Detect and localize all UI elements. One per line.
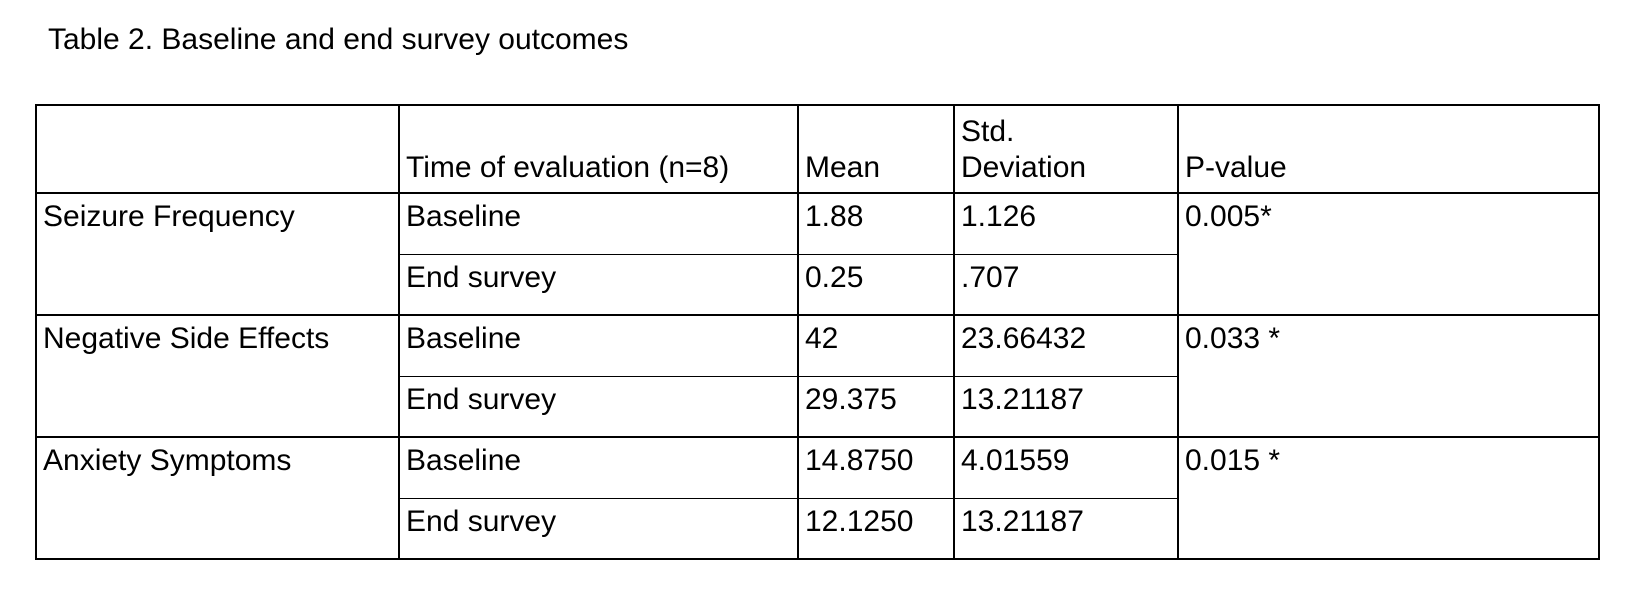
mean-cell: 29.375: [797, 375, 955, 438]
table-caption: Table 2. Baseline and end survey outcome…: [48, 23, 629, 56]
row-label-anxiety-symptoms: Anxiety Symptoms: [35, 436, 400, 560]
p-value-cell: 0.015 *: [1177, 436, 1600, 560]
col-header-p-value: P-value: [1177, 104, 1600, 194]
std-cell: .707: [953, 253, 1179, 316]
mean-cell: 12.1250: [797, 497, 955, 560]
std-cell: 23.66432: [953, 314, 1179, 377]
mean-cell: 42: [797, 314, 955, 377]
table-row: Anxiety Symptoms Baseline 14.8750 4.0155…: [35, 436, 1600, 560]
table-row: End survey 0.25 .707: [36, 253, 1599, 316]
table-row: Seizure Frequency Baseline 1.88 1.126 0.…: [35, 192, 1600, 316]
mean-cell: 14.8750: [797, 436, 955, 499]
p-value-cell: 0.005*: [1177, 192, 1600, 316]
mean-cell: 1.88: [797, 192, 955, 255]
row-label-negative-side-effects: Negative Side Effects: [35, 314, 400, 438]
table-row: End survey 29.375 13.21187: [36, 375, 1599, 438]
time-cell: End survey: [398, 375, 799, 438]
table-row: Negative Side Effects Baseline 42 23.664…: [35, 314, 1600, 438]
mean-cell: 0.25: [797, 253, 955, 316]
time-cell: Baseline: [398, 314, 799, 377]
col-header-mean: Mean: [797, 104, 955, 194]
std-cell: 4.01559: [953, 436, 1179, 499]
header-row: Time of evaluation (n=8) Mean Std. Devia…: [35, 104, 1600, 194]
outcomes-table: Time of evaluation (n=8) Mean Std. Devia…: [35, 104, 1600, 560]
time-cell: End survey: [398, 497, 799, 560]
std-cell: 13.21187: [953, 375, 1179, 438]
col-header-std-deviation: Std. Deviation: [953, 104, 1179, 194]
std-cell: 1.126: [953, 192, 1179, 255]
col-header-outcome: [35, 104, 400, 194]
row-label-seizure-frequency: Seizure Frequency: [35, 192, 400, 316]
time-cell: Baseline: [398, 192, 799, 255]
time-cell: End survey: [398, 253, 799, 316]
std-cell: 13.21187: [953, 497, 1179, 560]
table-row: End survey 12.1250 13.21187: [36, 497, 1599, 560]
col-header-time-of-evaluation: Time of evaluation (n=8): [398, 104, 799, 194]
time-cell: Baseline: [398, 436, 799, 499]
p-value-cell: 0.033 *: [1177, 314, 1600, 438]
